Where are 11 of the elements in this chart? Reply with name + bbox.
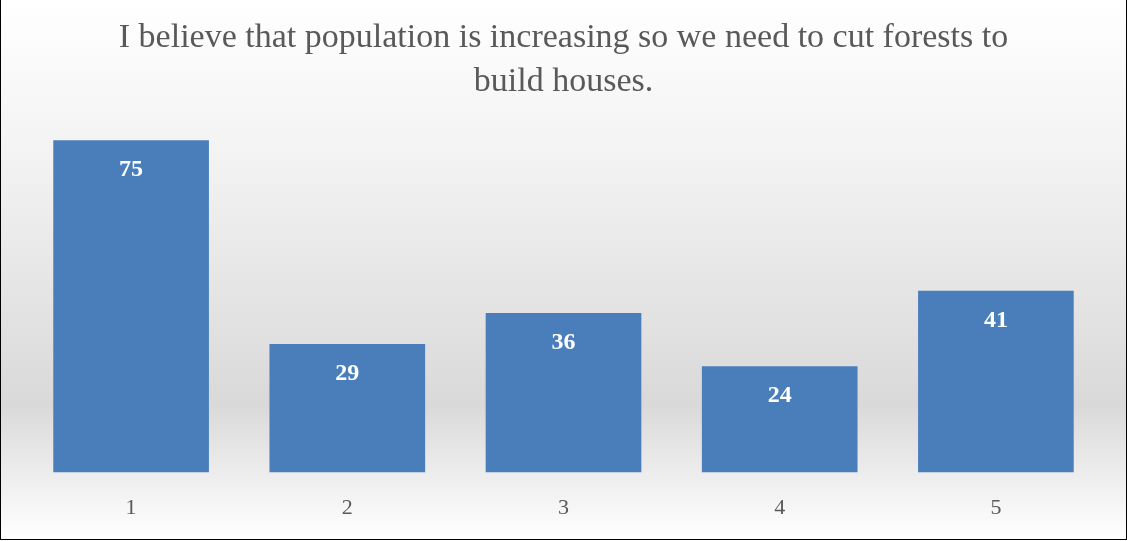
x-tick-label: 5 bbox=[990, 493, 1002, 519]
data-label: 36 bbox=[551, 328, 576, 355]
x-tick-label: 3 bbox=[558, 493, 569, 519]
chart-title: I believe that population is increasing so we need to cut forests to build houses. bbox=[117, 16, 1010, 100]
data-label: 29 bbox=[335, 359, 360, 386]
data-label: 24 bbox=[767, 381, 792, 408]
data-label: 75 bbox=[119, 155, 144, 182]
data-label: 41 bbox=[983, 306, 1008, 333]
x-tick-label: 1 bbox=[125, 493, 137, 519]
x-tick-label: 2 bbox=[341, 493, 353, 519]
x-tick-label: 4 bbox=[774, 493, 786, 519]
